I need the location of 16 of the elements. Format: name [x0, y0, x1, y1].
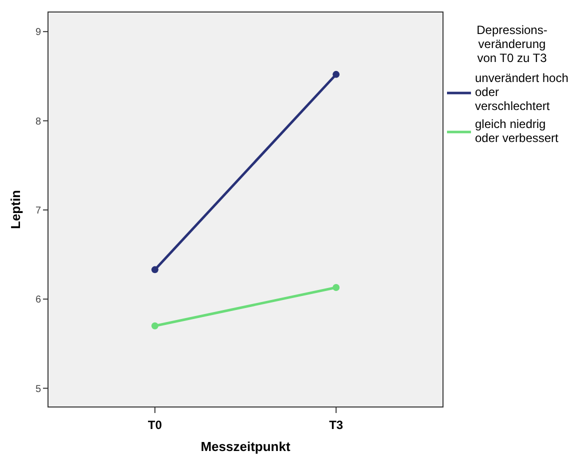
y-tick-label: 7: [35, 205, 42, 216]
point: [332, 70, 340, 78]
y-tick-label: 6: [35, 294, 42, 306]
x-tick-label: T3: [329, 418, 344, 432]
point: [332, 284, 340, 292]
x-axis-title: Messzeitpunkt: [200, 439, 291, 454]
legend-label: unverändert hoch oder verschlechtert: [475, 71, 568, 113]
y-tick-label: 5: [35, 384, 42, 395]
legend-title: Depressions- veränderung von T0 zu T3: [476, 23, 548, 65]
y-tick-label: 9: [35, 27, 42, 38]
y-tick-label: 8: [35, 116, 42, 128]
point: [151, 322, 158, 330]
legend-label: gleich niedrig oder verbessert: [475, 117, 560, 145]
x-tick-label: T0: [148, 418, 162, 432]
y-axis-title: Leptin: [8, 190, 23, 229]
point: [151, 266, 158, 274]
